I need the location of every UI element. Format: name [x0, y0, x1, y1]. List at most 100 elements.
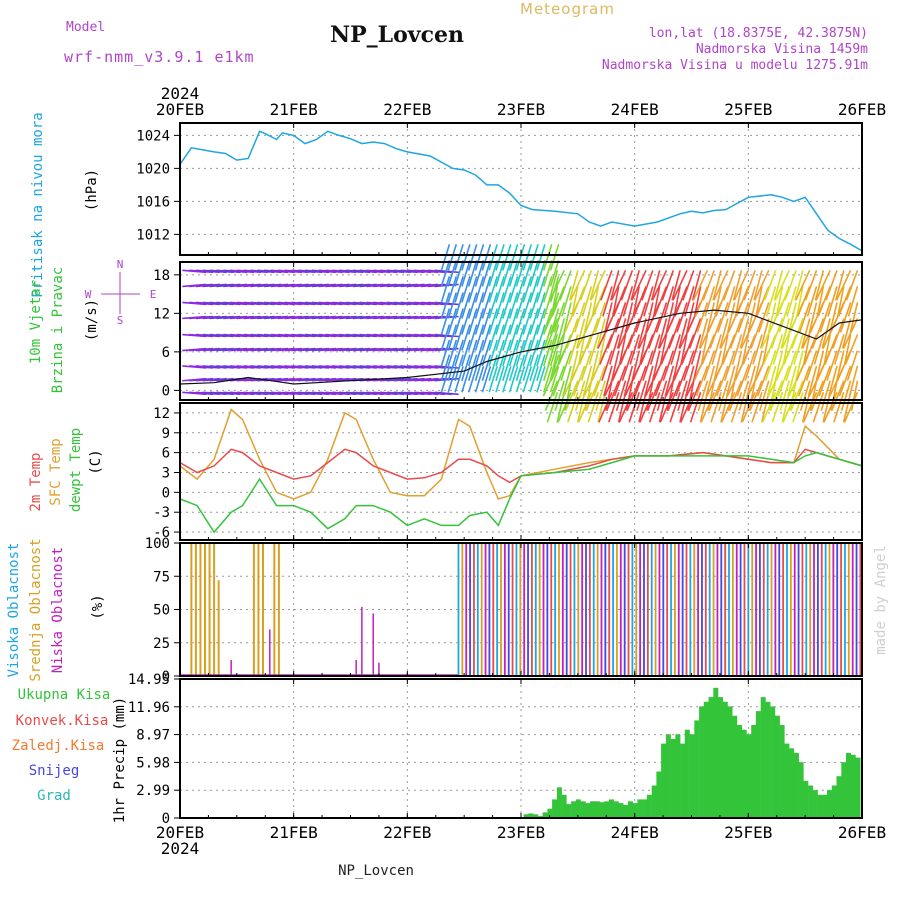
wind-barb: [831, 380, 845, 411]
wind-barb: [668, 318, 681, 349]
page-title: NP_Lovcen: [330, 22, 464, 48]
wind-barb: [582, 365, 593, 397]
wind-barb: [641, 270, 654, 301]
wind-barb: [587, 392, 600, 423]
precip-bar: [580, 801, 586, 818]
wind-barb: [610, 270, 627, 301]
wind-barb: [515, 260, 526, 287]
wind-barb: [529, 260, 539, 287]
wind-barb: [716, 365, 729, 397]
wind-barb: [567, 392, 579, 423]
wind-barb: [802, 334, 811, 365]
wind-barb: [762, 334, 770, 365]
wind-barb: [826, 350, 838, 381]
wind-barb: [657, 318, 668, 349]
wind-barb: [474, 292, 485, 319]
wind-barb: [522, 244, 533, 271]
wind-barb: [595, 380, 606, 411]
wind-barb: [612, 286, 627, 317]
wind-barb: [777, 365, 791, 397]
wind-barb: [508, 339, 519, 367]
wind-barb: [819, 302, 831, 333]
precip-bar: [571, 801, 577, 818]
precip-bar: [779, 725, 785, 818]
pressure-ytick-label: 1020: [136, 161, 170, 177]
wind-barb: [747, 302, 756, 333]
x-tick-label-bottom: 21FEB: [270, 823, 318, 842]
wind-barb: [515, 354, 526, 381]
wind-barb: [495, 292, 505, 319]
wind-barb: [842, 392, 852, 423]
precip-bar: [699, 706, 705, 818]
wind-barb: [619, 334, 634, 365]
wind-barb: [733, 350, 743, 381]
wind-barb: [646, 380, 661, 411]
wind-barb: [522, 292, 533, 319]
precip-bar: [694, 720, 700, 818]
wind-barb: [696, 302, 709, 333]
wind-barb: [495, 308, 505, 335]
precip-bar: [675, 734, 681, 818]
wind-barb: [502, 339, 512, 367]
wind-barb: [577, 334, 586, 365]
wind-barb: [515, 339, 526, 367]
wind-speed-line: [179, 309, 863, 385]
wind-barb: [635, 302, 647, 333]
precip-ytick-label: 0: [162, 811, 170, 827]
precip-bar: [841, 762, 847, 818]
precip-bar: [751, 725, 757, 818]
wind-barb: [467, 292, 478, 319]
wind-barb: [720, 391, 736, 423]
wind-barb: [710, 392, 722, 423]
wind-barb: [666, 380, 675, 411]
wind-barb: [714, 286, 722, 317]
wind-barb: [685, 365, 695, 397]
temp-2m-line: [179, 448, 863, 484]
wind-barb: [715, 286, 729, 317]
wind-barb: [800, 318, 811, 349]
wind-dir-s: S: [117, 314, 124, 327]
wind-barb: [705, 365, 716, 397]
precip-bar: [793, 752, 799, 818]
precip-frame: [179, 678, 863, 819]
wind-barb: [825, 270, 838, 301]
wind-barb: [502, 308, 512, 335]
precip-bar: [680, 743, 686, 818]
wind-barb: [721, 334, 736, 365]
wind-barb: [474, 260, 485, 287]
wind-barb: [671, 270, 681, 301]
wind-barb: [502, 324, 512, 351]
wind-barb: [771, 392, 784, 423]
wind-barb: [745, 286, 756, 317]
wind-barb: [741, 334, 750, 365]
wind-barb: [440, 366, 451, 393]
wind-barb: [545, 318, 559, 349]
wind-barb: [549, 350, 559, 381]
wind-barb: [754, 270, 770, 301]
x-tick-label-bottom: 25FEB: [724, 823, 772, 842]
wind-barb: [701, 334, 715, 365]
wind-barb: [508, 292, 519, 319]
wind-barb: [633, 286, 647, 317]
wind-barb: [542, 260, 553, 287]
wind-barb: [632, 286, 640, 317]
precip-bar: [784, 743, 790, 818]
wind-barb: [798, 302, 811, 333]
wind-barb: [515, 366, 526, 393]
wind-barb: [495, 276, 505, 303]
pressure-ytick-label: 1024: [136, 128, 170, 144]
wind-barb: [759, 380, 770, 411]
wind-barb: [835, 270, 852, 301]
wind-barb: [850, 380, 859, 411]
wind-barb: [700, 334, 709, 365]
wind-barb: [440, 308, 451, 335]
precip-bar: [585, 803, 591, 818]
wind-barb: [740, 392, 750, 423]
wind-barb: [522, 308, 533, 335]
wind-barb: [799, 380, 811, 411]
wind-barb: [557, 334, 565, 365]
wind-barb: [549, 270, 565, 301]
wind-barb: [707, 380, 716, 411]
precip-bar: [812, 790, 818, 818]
precip-ytick-label: 8.97: [136, 728, 170, 744]
